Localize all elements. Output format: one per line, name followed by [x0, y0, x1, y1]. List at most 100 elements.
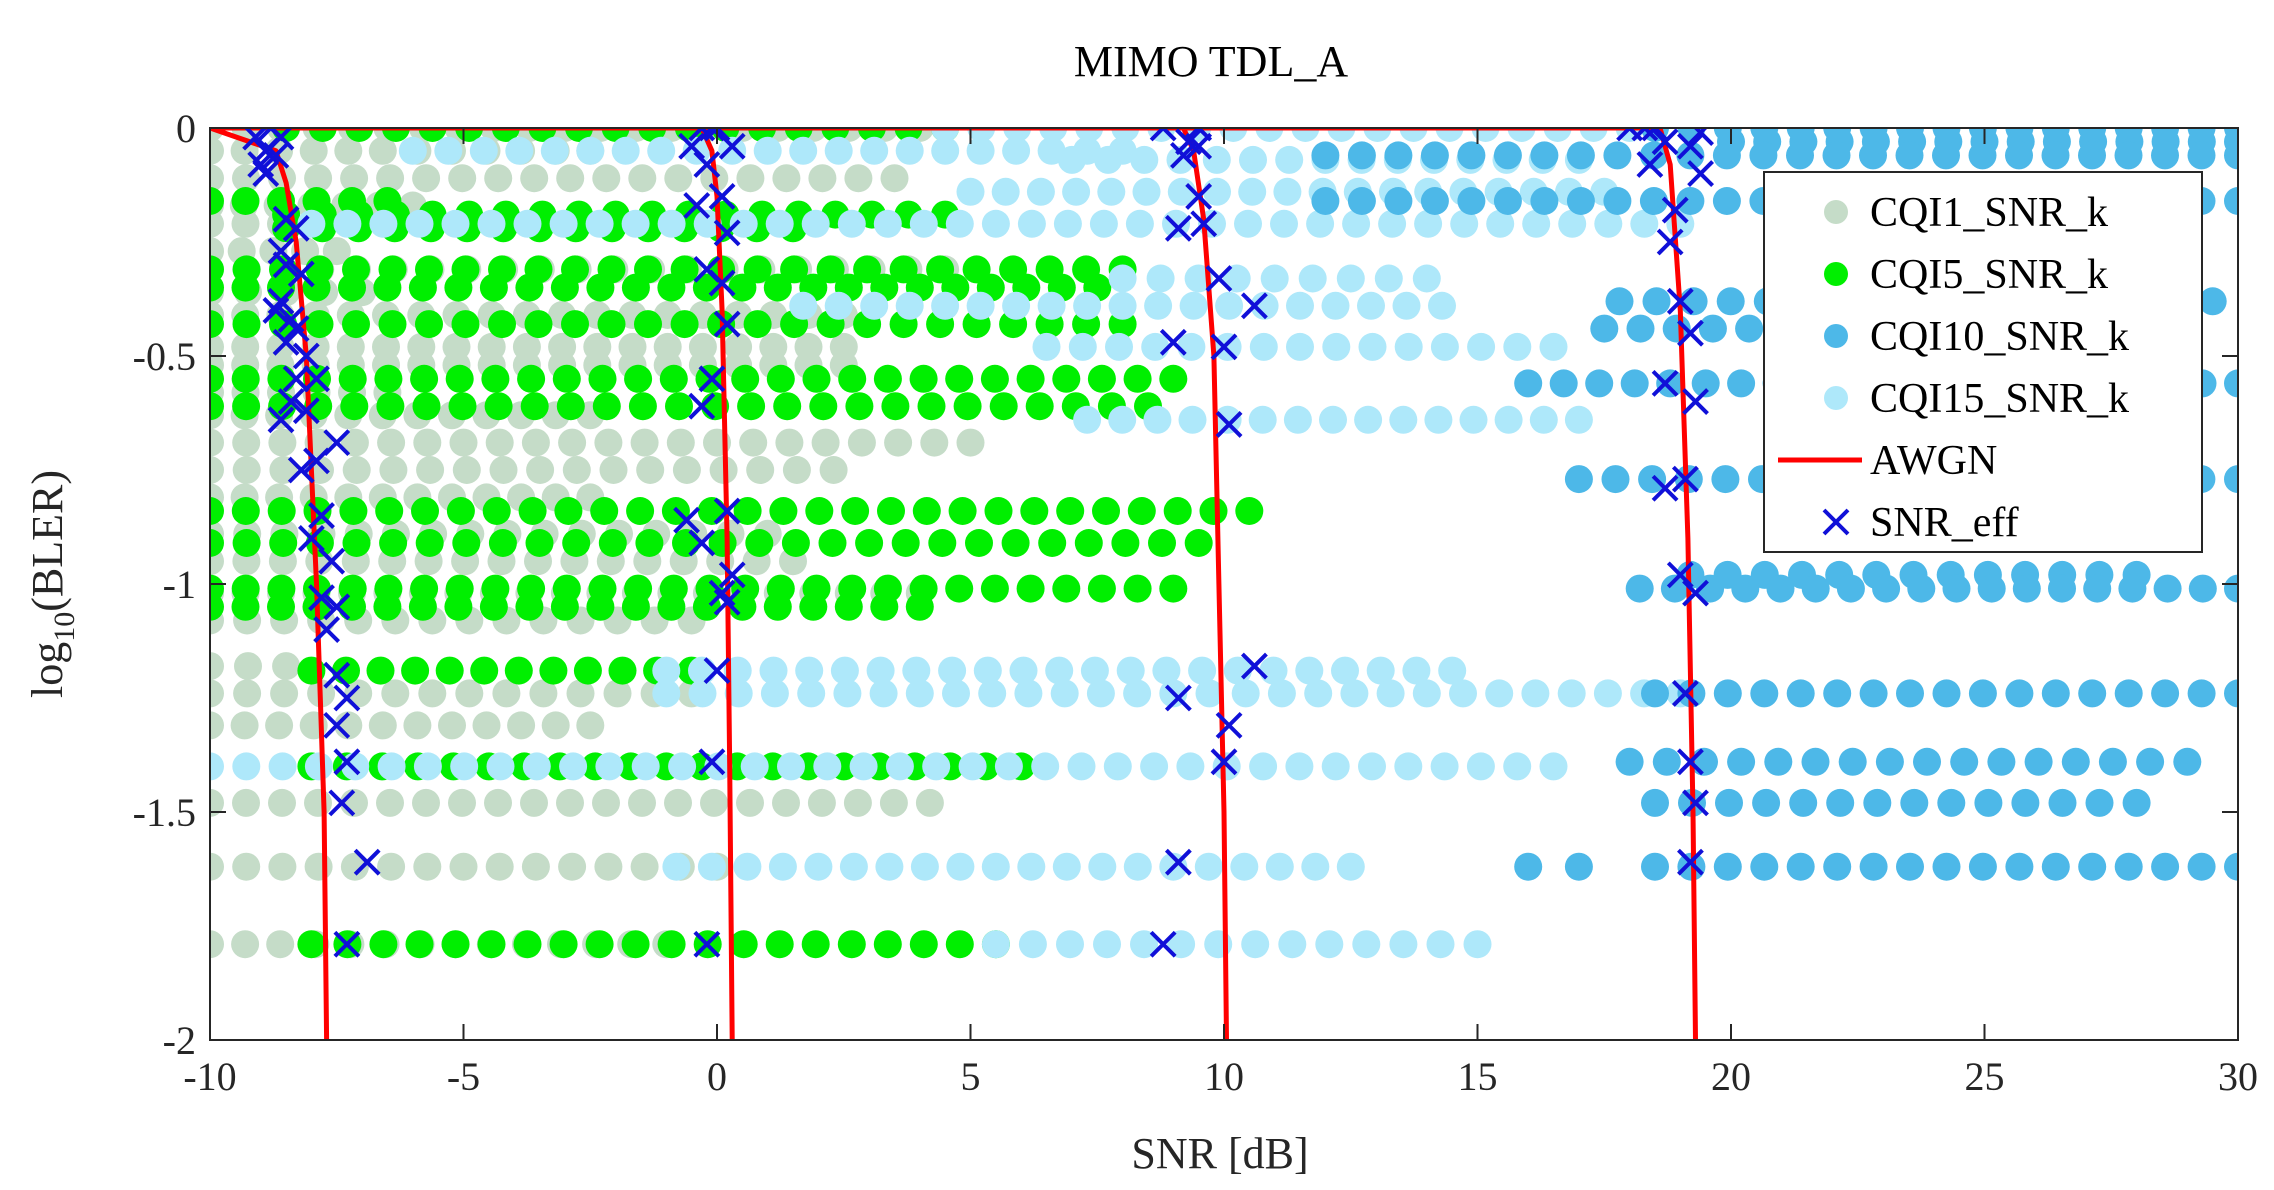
cqi15-snr-k-dot [931, 291, 960, 320]
cqi1-snr-k-dot [448, 164, 477, 193]
cqi5-snr-k-dot [411, 497, 439, 525]
cqi10-snr-k-dot [1457, 141, 1486, 170]
cqi15-snr-k-dot [1485, 679, 1514, 708]
cqi5-snr-k-dot [737, 392, 766, 421]
cqi5-snr-k-dot [965, 529, 993, 557]
y-axis-label: log10(BLER) [23, 470, 81, 698]
cqi5-snr-k-dot [1025, 392, 1054, 421]
cqi5-snr-k-dot [340, 392, 369, 421]
snr-eff-marker [1661, 196, 1689, 224]
cqi15-snr-k-dot [931, 136, 960, 165]
cqi5-snr-k-dot [444, 592, 473, 621]
cqi10-snr-k-dot [1968, 679, 1997, 708]
snr-eff-marker [308, 584, 335, 612]
snr-eff-marker [1687, 160, 1714, 188]
cqi5-snr-k-dot [628, 392, 657, 421]
cqi5-snr-k-dot [408, 273, 437, 302]
cqi1-snr-k-dot [210, 456, 224, 484]
cqi15-snr-k-dot [1471, 128, 1500, 142]
cqi5-snr-k-dot [980, 574, 1009, 603]
cqi5-snr-k-dot [877, 497, 905, 525]
cqi5-snr-k-dot [586, 273, 615, 302]
cqi10-snr-k-dot [1641, 852, 1669, 881]
cqi10-snr-k-dot [1750, 679, 1779, 708]
snr-eff-marker [1671, 465, 1699, 493]
cqi15-snr-k-dot [1026, 177, 1055, 206]
snr-eff-markers-layer [242, 128, 1714, 958]
cqi1-snr-k-dot [484, 164, 513, 193]
cqi1-snr-k-dot [265, 711, 294, 740]
cqi15-snr-k-dot [1424, 405, 1453, 434]
cqi15-snr-k-dot [869, 679, 898, 708]
cqi15-snr-k-dot [647, 136, 676, 165]
snr-eff-marker [287, 260, 315, 288]
cqi5-snr-k-dot [928, 529, 957, 557]
cqi1-snr-k-dot [599, 456, 628, 484]
cqi5-snr-k-dot [781, 529, 810, 557]
cqi5-snr-k-dot [621, 273, 650, 302]
x-tick-label: 20 [1711, 1054, 1751, 1099]
cqi15-snr-k-dot [797, 679, 826, 708]
cqi5-snr-k-dot [769, 497, 798, 525]
legend-swatch-cqi10-snr-k [1824, 324, 1848, 348]
cqi15-snr-k-dot [1321, 752, 1350, 781]
cqi10-snr-k-dot [1731, 574, 1760, 603]
cqi5-snr-k-dot [373, 273, 402, 302]
cqi10-snr-k-dot [2041, 141, 2070, 170]
cqi15-snr-k-dot [1241, 930, 1270, 959]
cqi1-snr-k-dot [210, 679, 224, 708]
cqi1-snr-k-dot [231, 930, 260, 959]
snr-eff-marker [353, 848, 381, 876]
cqi10-snr-k-dot [1823, 679, 1852, 708]
cqi15-snr-k-dot [1428, 291, 1456, 320]
cqi15-snr-k-dot [621, 209, 650, 238]
cqi10-snr-k-dot [1900, 788, 1929, 817]
cqi5-snr-k-dot [488, 310, 516, 339]
cqi10-snr-k-dot [1872, 574, 1901, 603]
cqi10-snr-k-dot [1735, 314, 1764, 343]
cqi5-snr-k-dot [980, 364, 1009, 393]
cqi15-snr-k-dot [1017, 209, 1046, 238]
cqi5-snr-k-dot [455, 128, 484, 142]
cqi10-snr-k-dot [1801, 747, 1830, 776]
cqi5-snr-k-dot [586, 592, 615, 621]
cqi15-snr-k-dot [733, 852, 762, 881]
cqi5-snr-k-dot [342, 310, 370, 339]
snr-eff-marker [272, 251, 300, 279]
cqi10-snr-k-dot [1786, 141, 1814, 170]
cqi1-snr-k-dot [334, 136, 363, 165]
cqi5-snr-k-dot [889, 255, 918, 284]
cqi1-snr-k-dot [472, 711, 501, 740]
cqi15-snr-k-dot [839, 852, 868, 881]
cqi15-snr-k-dot [1594, 209, 1623, 238]
cqi5-snr-k-dot [818, 529, 847, 557]
cqi5-snr-k-dot [452, 529, 481, 557]
cqi5-snr-k-dot [381, 128, 410, 142]
cqi15-snr-k-dot [1167, 930, 1196, 959]
cqi15-snr-k-dot [1539, 752, 1568, 781]
cqi15-snr-k-dot [1301, 852, 1330, 881]
cqi10-snr-k-dot [1727, 747, 1756, 776]
cqi15-snr-k-dot [1278, 930, 1307, 959]
cqi15-snr-k-dot [942, 679, 970, 708]
cqi15-snr-k-dot [1315, 930, 1344, 959]
cqi15-snr-k-dot [1202, 145, 1231, 174]
cqi15-snr-k-dot [1378, 209, 1407, 238]
cqi5-snr-k-dot [231, 592, 260, 621]
cqi15-snr-k-dot [1238, 177, 1267, 206]
snr-eff-marker [328, 789, 356, 817]
cqi10-snr-k-dot [1977, 574, 2006, 603]
cqi15-snr-k-dot [1222, 264, 1251, 293]
cqi15-snr-k-dot [668, 752, 697, 781]
cqi15-snr-k-dot [1188, 656, 1217, 685]
cqi5-snr-k-dot [592, 392, 621, 421]
cqi15-snr-k-dot [1392, 291, 1421, 320]
cqi15-snr-k-dot [1543, 128, 1572, 142]
cqi15-snr-k-dot [1219, 128, 1248, 142]
snr-eff-marker [1636, 151, 1664, 178]
cqi10-snr-k-dot [2078, 679, 2107, 708]
cqi5-snr-k-dot [766, 364, 795, 393]
cqi15-snr-k-dot [1283, 405, 1312, 434]
cqi15-snr-k-dot [1340, 679, 1369, 708]
